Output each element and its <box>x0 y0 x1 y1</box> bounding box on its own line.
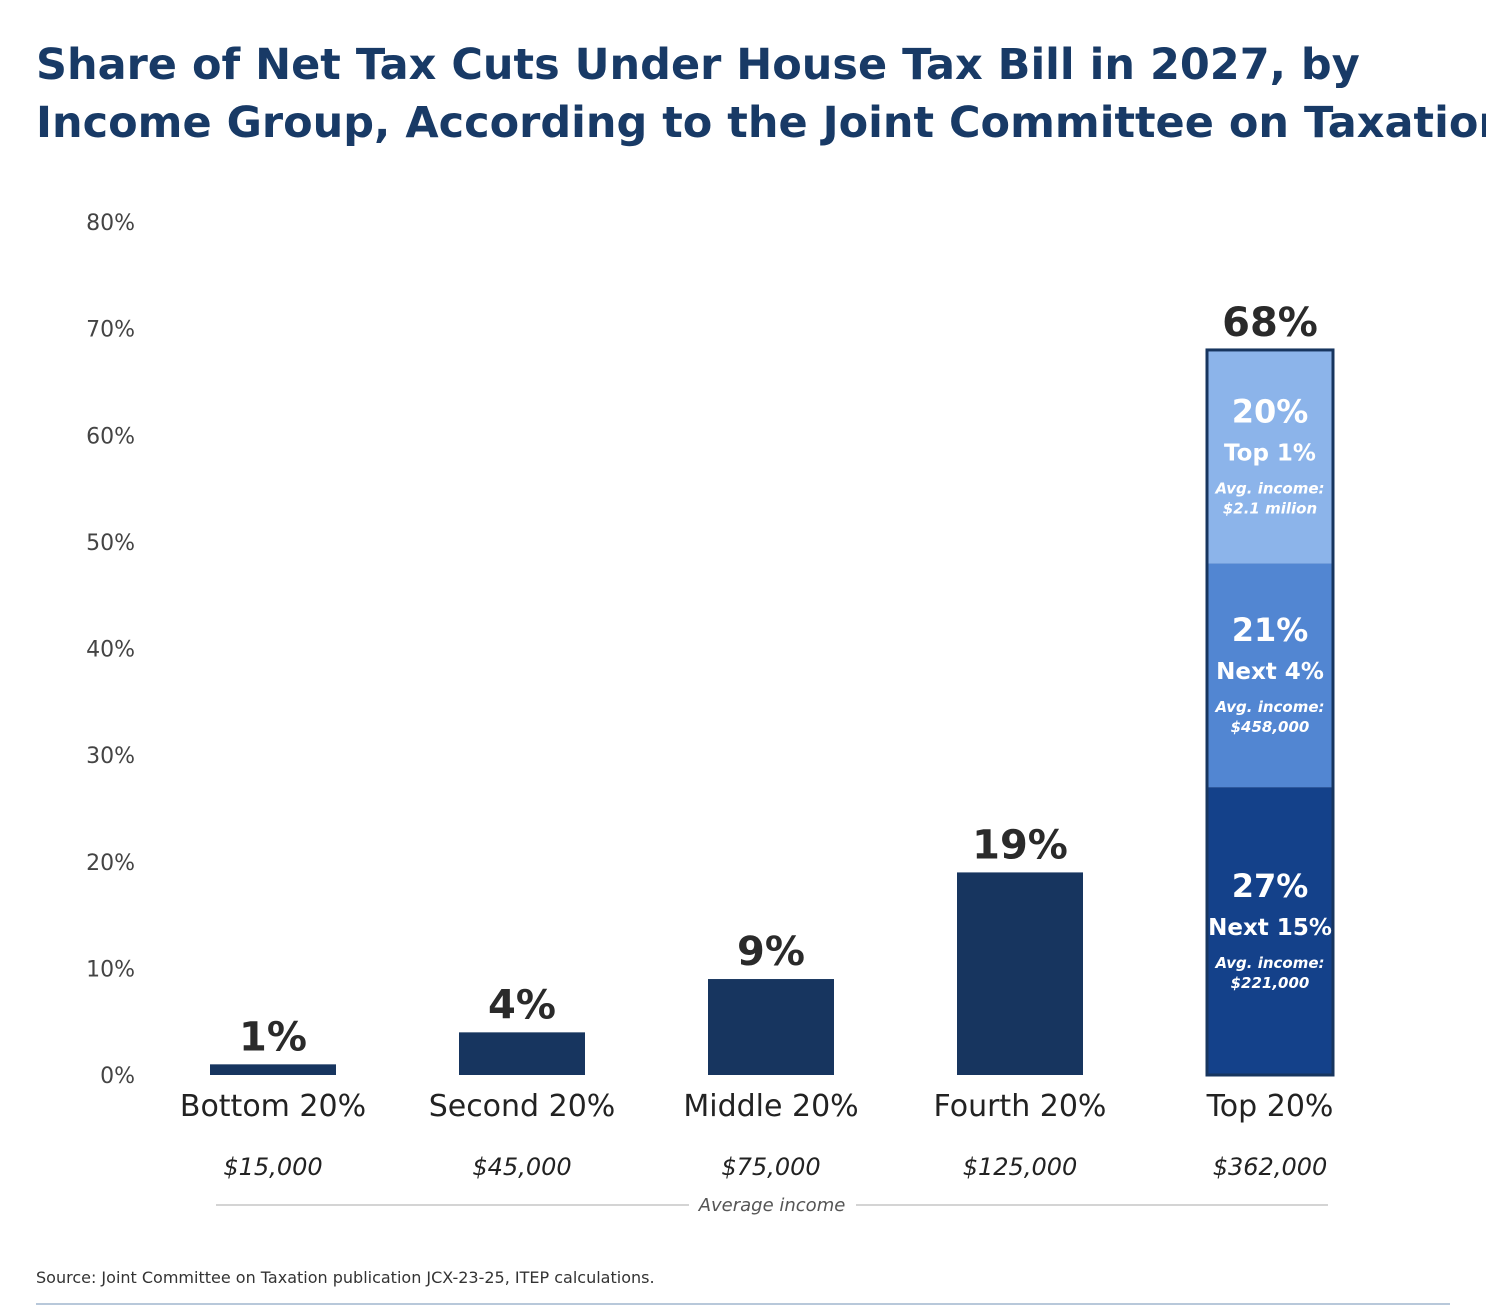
y-tick-label: 20% <box>86 851 135 876</box>
x-category-label: Fourth 20% <box>934 1089 1107 1124</box>
segment-income-label: Avg. income: <box>1214 480 1324 498</box>
y-tick-label: 70% <box>86 318 135 343</box>
y-tick-label: 40% <box>86 638 135 663</box>
bar <box>459 1032 585 1075</box>
x-category-label: Bottom 20% <box>180 1089 366 1124</box>
bar-segment <box>1207 349 1333 564</box>
y-tick-label: 80% <box>86 211 135 236</box>
chart-title: Share of Net Tax Cuts Under House Tax Bi… <box>36 36 1486 152</box>
bar-value-label: 4% <box>488 982 556 1028</box>
average-income-label: $75,000 <box>721 1153 820 1181</box>
y-tick-label: 0% <box>100 1064 135 1089</box>
x-category-label: Top 20% <box>1206 1089 1334 1124</box>
bar-chart: 0% 10% 20% 30% 40% 50% 60% 70% 80% 1% Bottom 20% $1… <box>86 211 1335 1216</box>
bar <box>957 872 1083 1075</box>
segment-value-label: 20% <box>1232 393 1309 431</box>
average-income-label: $362,000 <box>1213 1153 1328 1181</box>
bar-value-label: 9% <box>737 929 805 975</box>
bar-value-label: 68% <box>1222 300 1318 346</box>
segment-income-value: $458,000 <box>1231 718 1310 736</box>
average-income-label: $45,000 <box>472 1153 571 1181</box>
bar <box>210 1064 336 1075</box>
y-tick-label: 50% <box>86 531 135 556</box>
y-tick-label: 10% <box>86 957 135 982</box>
average-income-label: $15,000 <box>223 1153 322 1181</box>
x-category-label: Middle 20% <box>683 1089 858 1124</box>
bar <box>708 979 834 1075</box>
segment-group-label: Next 4% <box>1216 659 1324 685</box>
bar-outline <box>1205 348 1335 1077</box>
source-note: Source: Joint Committee on Taxation publ… <box>36 1268 655 1287</box>
segment-value-label: 21% <box>1232 611 1309 649</box>
bottom-divider <box>36 1303 1450 1305</box>
segment-income-label: Avg. income: <box>1214 698 1324 716</box>
segment-value-label: 27% <box>1232 867 1309 905</box>
chart-title-line-1: Share of Net Tax Cuts Under House Tax Bi… <box>36 40 1360 90</box>
y-tick-label: 60% <box>86 424 135 449</box>
average-income-caption: Average income <box>698 1195 846 1216</box>
bar-segment <box>1207 787 1333 1075</box>
segment-income-value: $221,000 <box>1231 974 1310 992</box>
bar-value-label: 1% <box>239 1014 307 1060</box>
segment-group-label: Top 1% <box>1224 441 1316 467</box>
segment-income-label: Avg. income: <box>1214 954 1324 972</box>
bar-segment <box>1207 563 1333 788</box>
x-category-label: Second 20% <box>429 1089 616 1124</box>
segment-income-value: $2.1 milion <box>1223 500 1317 518</box>
segment-group-label: Next 15% <box>1208 915 1332 941</box>
chart-title-line-2: Income Group, According to the Joint Com… <box>36 98 1486 148</box>
y-tick-label: 30% <box>86 744 135 769</box>
average-income-label: $125,000 <box>963 1153 1078 1181</box>
bar-value-label: 19% <box>972 822 1068 868</box>
